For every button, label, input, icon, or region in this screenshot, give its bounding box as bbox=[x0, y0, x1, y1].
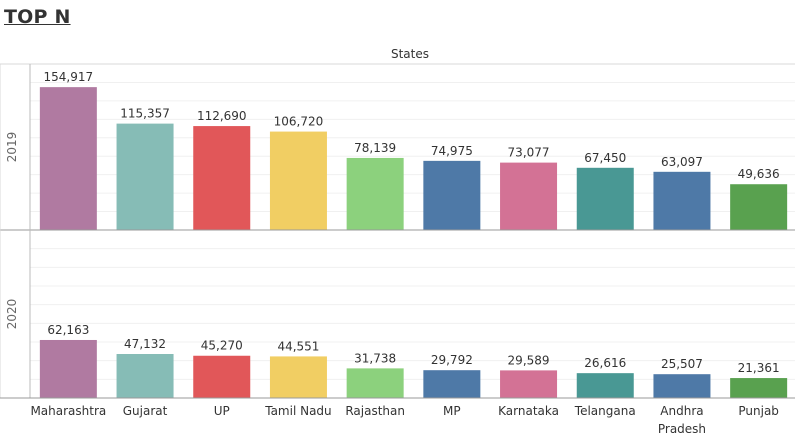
row-label-2020: 2020 bbox=[5, 299, 19, 330]
data-label: 31,738 bbox=[354, 351, 396, 365]
bar-2020-mp[interactable] bbox=[423, 370, 481, 398]
bar-2020-up[interactable] bbox=[193, 355, 251, 398]
bar-2020-rajasthan[interactable] bbox=[346, 368, 404, 398]
bar-2019-maharashtra[interactable] bbox=[39, 87, 97, 230]
data-label: 45,270 bbox=[201, 339, 243, 353]
category-label: Tamil Nadu bbox=[264, 404, 331, 418]
data-label: 49,636 bbox=[738, 167, 780, 181]
bar-2020-tamil-nadu[interactable] bbox=[269, 356, 327, 398]
bar-2019-karnataka[interactable] bbox=[500, 162, 558, 230]
category-label: Gujarat bbox=[123, 404, 168, 418]
data-label: 106,720 bbox=[274, 115, 324, 129]
bar-2020-punjab[interactable] bbox=[730, 378, 788, 398]
bar-2020-telangana[interactable] bbox=[576, 373, 634, 398]
bar-2019-punjab[interactable] bbox=[730, 184, 788, 230]
data-label: 78,139 bbox=[354, 141, 396, 155]
data-label: 74,975 bbox=[431, 144, 473, 158]
page-title: TOP N bbox=[4, 6, 71, 28]
data-label: 29,792 bbox=[431, 353, 473, 367]
bar-2019-up[interactable] bbox=[193, 126, 251, 230]
bar-2020-andhra-pradesh[interactable] bbox=[653, 374, 711, 398]
category-label: Rajasthan bbox=[345, 404, 405, 418]
bar-2019-gujarat[interactable] bbox=[116, 123, 174, 230]
category-label: UP bbox=[214, 404, 230, 418]
category-label: MP bbox=[443, 404, 461, 418]
data-label: 154,917 bbox=[44, 70, 94, 84]
category-label: Andhra bbox=[660, 404, 703, 418]
bar-2020-gujarat[interactable] bbox=[116, 354, 174, 398]
bar-2019-telangana[interactable] bbox=[576, 167, 634, 230]
row-label-2019: 2019 bbox=[5, 132, 19, 163]
bar-2020-maharashtra[interactable] bbox=[39, 339, 97, 398]
column-header: States bbox=[391, 47, 429, 61]
category-label: Punjab bbox=[738, 404, 779, 418]
data-label: 44,551 bbox=[277, 339, 319, 353]
data-label: 63,097 bbox=[661, 155, 703, 169]
bar-2019-rajasthan[interactable] bbox=[346, 157, 404, 230]
category-label: Maharashtra bbox=[30, 404, 106, 418]
bar-2019-mp[interactable] bbox=[423, 160, 481, 230]
bar-2019-tamil-nadu[interactable] bbox=[269, 131, 327, 230]
category-label: Telangana bbox=[574, 404, 636, 418]
data-label: 115,357 bbox=[120, 107, 170, 121]
bar-2019-andhra-pradesh[interactable] bbox=[653, 171, 711, 230]
data-label: 21,361 bbox=[738, 361, 780, 375]
category-label: Karnataka bbox=[498, 404, 559, 418]
data-label: 112,690 bbox=[197, 109, 247, 123]
data-label: 29,589 bbox=[508, 353, 550, 367]
data-label: 67,450 bbox=[584, 151, 626, 165]
data-label: 62,163 bbox=[47, 323, 89, 337]
bar-2020-karnataka[interactable] bbox=[500, 370, 558, 398]
category-label: Pradesh bbox=[658, 422, 706, 436]
data-label: 73,077 bbox=[508, 146, 550, 160]
data-label: 25,507 bbox=[661, 357, 703, 371]
data-label: 26,616 bbox=[584, 356, 626, 370]
data-label: 47,132 bbox=[124, 337, 166, 351]
